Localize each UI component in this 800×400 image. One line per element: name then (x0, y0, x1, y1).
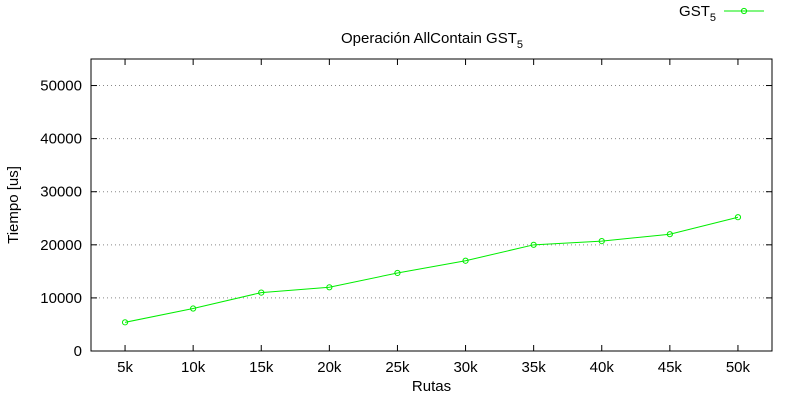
y-tick-label: 0 (74, 343, 82, 360)
x-tick-label: 15k (249, 359, 274, 376)
series-line (124, 216, 739, 323)
axis-ticks: 0 10000 20000 30000 40000 50000 5k 10k 15k 20k 25k… (40, 59, 772, 376)
x-tick-label: 5k (117, 359, 133, 376)
x-tick-label: 40k (590, 359, 615, 376)
series-layer (121, 214, 742, 326)
y-tick-label: 50000 (40, 78, 82, 95)
x-axis-label: Rutas (412, 378, 451, 395)
chart-title: Operación AllContain GST5 (341, 30, 523, 51)
legend-marker (740, 7, 748, 15)
x-tick-label: 20k (317, 359, 342, 376)
y-tick-label: 30000 (40, 184, 82, 201)
data-point (530, 241, 537, 248)
x-tick-label: 45k (658, 359, 683, 376)
x-tick-label: 50k (726, 359, 751, 376)
data-point (394, 269, 401, 277)
data-point (258, 289, 265, 296)
data-point (326, 284, 333, 291)
plot-area (90, 58, 773, 352)
data-point (121, 319, 129, 326)
legend-series-subscript: 5 (710, 12, 716, 24)
y-tick-label: 40000 (40, 131, 82, 148)
chart-title-subscript: 5 (517, 39, 523, 51)
chart-title-text: Operación AllContain GST (341, 30, 517, 47)
data-point (734, 214, 742, 221)
grid-lines (91, 85, 772, 299)
x-tick-label: 25k (385, 359, 410, 376)
data-point (666, 231, 673, 238)
legend-label: GST5 (679, 3, 716, 24)
data-point (190, 305, 197, 312)
data-point (598, 238, 605, 245)
y-axis-label: Tiempo [us] (5, 166, 22, 244)
x-tick-label: 10k (181, 359, 206, 376)
x-tick-label: 35k (522, 359, 547, 376)
legend: GST5 (679, 3, 764, 24)
y-tick-label: 10000 (40, 290, 82, 307)
y-tick-label: 20000 (40, 237, 82, 254)
legend-series-name: GST (679, 3, 710, 20)
x-tick-label: 30k (453, 359, 478, 376)
data-point (462, 257, 469, 264)
